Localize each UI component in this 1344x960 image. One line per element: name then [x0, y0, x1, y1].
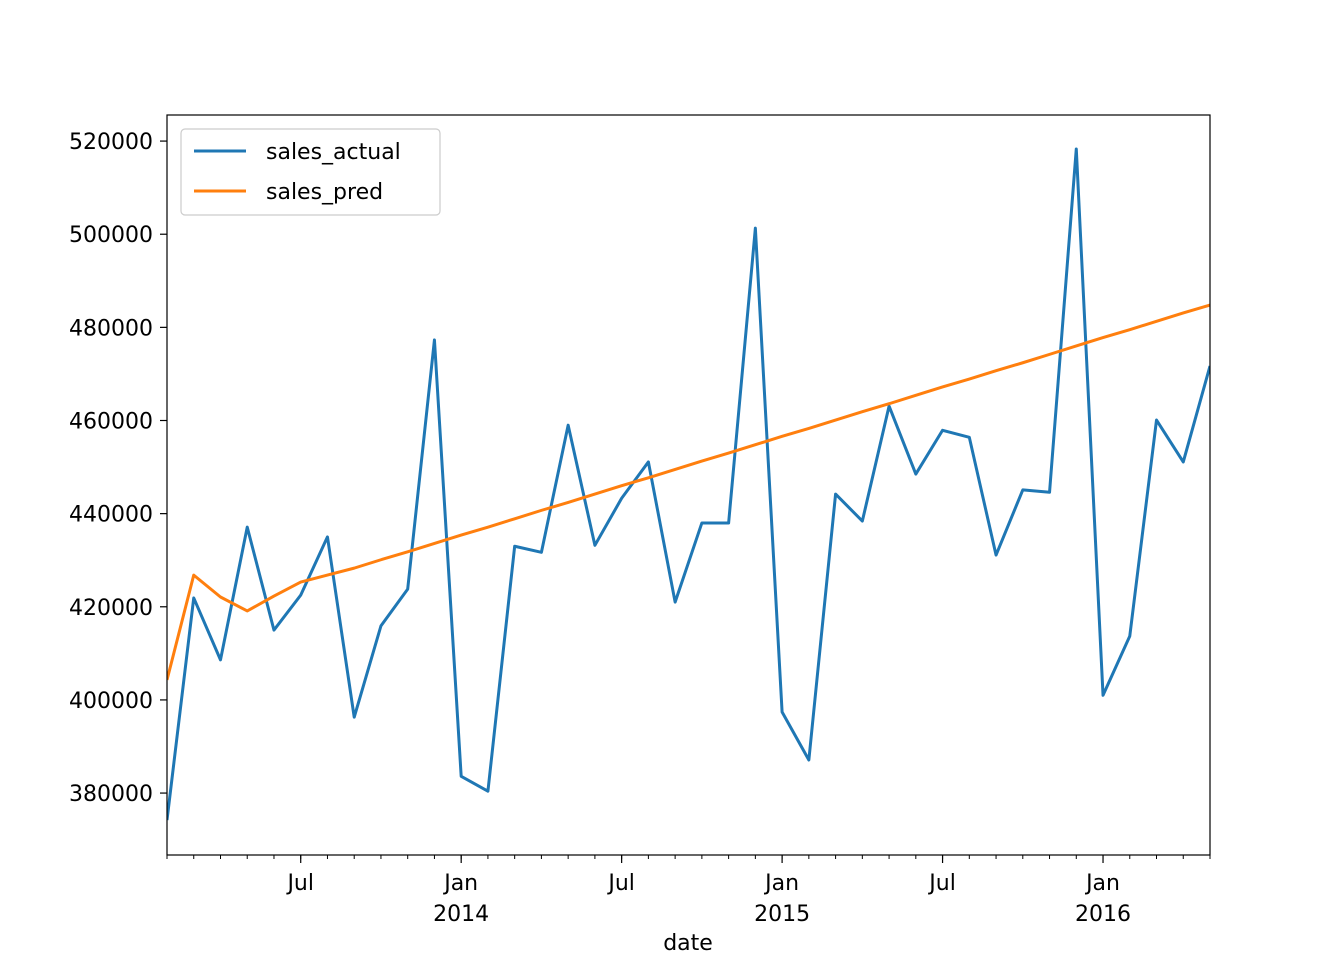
x-tick-label: Jan 2014	[433, 871, 489, 927]
line-series	[167, 303, 1210, 681]
x-tick-label: Jan 2016	[1075, 871, 1131, 927]
legend-label: sales_actual	[266, 140, 401, 165]
x-axis-label: date	[663, 931, 713, 956]
y-tick-label: 440000	[69, 503, 153, 528]
y-tick-label: 500000	[69, 223, 153, 248]
legend-label: sales_pred	[266, 180, 383, 205]
line-series	[167, 147, 1210, 821]
y-tick-label: 400000	[69, 689, 153, 714]
y-tick-label: 420000	[69, 596, 153, 621]
y-tick-label: 480000	[69, 316, 153, 341]
x-tick-label: Jul	[285, 871, 314, 896]
y-tick-label: 520000	[69, 130, 153, 155]
legend: sales_actual sales_pred	[180, 128, 441, 216]
plot-frame	[166, 114, 1211, 856]
x-tick-label: Jul	[606, 871, 635, 896]
x-tick-label: Jul	[927, 871, 956, 896]
y-tick-label: 460000	[69, 410, 153, 435]
x-tick-label: Jan 2015	[754, 871, 810, 927]
y-tick-label: 380000	[69, 782, 153, 807]
